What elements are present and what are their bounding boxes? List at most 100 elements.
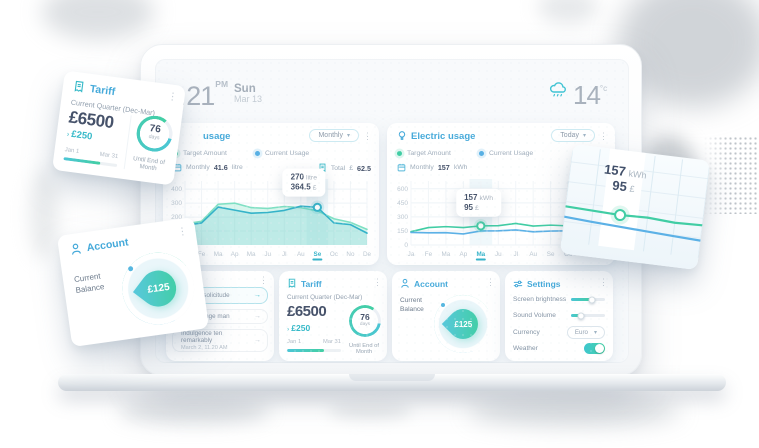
setting-label: Screen brightness [513,296,567,303]
floating-tariff-sub-amount: ›£250 [66,128,93,143]
decor-blob [30,168,58,260]
svg-text:Ma: Ma [214,251,223,258]
setting-row-volume: Sound Volume [513,312,605,319]
setting-label: Currency [513,329,540,336]
svg-text:Au: Au [297,251,305,258]
electric-usage-title: Electric usage [411,131,476,142]
settings-card-menu[interactable]: ⋮ [599,277,608,287]
setting-row-currency: Currency Euro ▾ [513,326,605,339]
floating-account-card: Account ⋮ Current Balance £125 [56,216,210,348]
floating-chart-zoom-card: 157kWh 95£ [559,144,711,270]
setting-label: Weather [513,345,538,352]
svg-text:Jl: Jl [513,251,518,258]
sliders-icon [513,279,523,289]
svg-text:Ap: Ap [460,251,468,258]
weather-toggle[interactable] [584,343,605,354]
list-item-text: Indulgence ten remarkably [181,330,223,344]
legend-target-amount[interactable]: Target Amount [173,150,227,157]
radio-target-icon [397,151,402,156]
clock-minutes: 21 [186,81,215,111]
floating-account-menu[interactable]: ⋮ [176,225,189,239]
water-card-menu[interactable]: ⋮ [363,131,372,141]
currency-select[interactable]: Euro ▾ [566,326,605,339]
setting-row-brightness: Screen brightness [513,296,605,303]
weather-widget: 14 °c [549,82,607,108]
electric-period-dropdown[interactable]: Today ▾ [551,129,595,142]
list-item-text: change man [195,313,230,320]
temperature-unit: °c [599,84,608,93]
volume-slider[interactable] [571,312,605,319]
base-reflection [328,404,412,420]
list-item-text: se solicitude [195,292,230,299]
receipt-icon [318,163,327,173]
clock: :21PM [179,79,228,112]
slider-knob[interactable] [577,312,585,319]
cloud-rain-icon [549,82,568,99]
floating-tariff-menu[interactable]: ⋮ [166,91,179,104]
date-block: Sun Mar 13 [234,83,263,104]
calendar-icon [397,163,406,172]
water-usage-title: usage [203,131,231,142]
list-item[interactable]: Indulgence ten remarkably March 2, 11.20… [172,329,268,352]
svg-text:No: No [346,251,355,258]
svg-text:Jl: Jl [282,251,287,258]
account-balance-value: £125 [454,319,472,329]
toggle-knob [595,344,604,353]
decor-blob [42,0,154,40]
list-item-date: March 2, 11.20 AM [181,345,228,351]
range-start: Jan 1 [287,339,302,345]
svg-text:Fe: Fe [425,251,433,258]
svg-text:Oc: Oc [330,251,338,258]
tariff-sub-amount: › £250 [287,323,311,333]
slider-knob[interactable] [588,296,596,303]
settings-card: Settings ⋮ Screen brightness Sound Volum… [505,271,613,361]
sub-amount-marker-icon: › [287,326,290,333]
tariff-card-menu[interactable]: ⋮ [373,277,382,287]
radio-current-icon [255,151,260,156]
legend-current-usage[interactable]: Current Usage [479,150,533,157]
tariff-quarter-label: Current Quarter (Dec-Mar) [287,294,363,301]
account-card: Account ⋮ Current Balance £125 [392,271,500,361]
person-icon [69,242,83,257]
account-card-menu[interactable]: ⋮ [486,277,495,287]
setting-label: Sound Volume [513,312,556,319]
legend-target-amount[interactable]: Target Amount [397,150,451,157]
floating-tariff-footer: Until End of Month [132,155,166,173]
tariff-card-title: Tariff [301,279,322,289]
water-monthly-stat: Monthly 41.6 litre [173,163,243,172]
bulb-icon [397,130,407,142]
svg-text:600: 600 [397,186,408,193]
tariff-progress-bar [287,349,341,352]
brightness-slider[interactable] [571,296,605,303]
svg-text:150: 150 [397,228,408,235]
svg-text:Ju: Ju [264,251,271,258]
temperature-value: 14 [573,80,601,110]
decor-blob [538,0,598,24]
zoomed-electric-chart: 157kWh 95£ [560,144,711,270]
sub-amount-marker-icon: › [66,129,70,139]
svg-text:Ja: Ja [408,251,415,258]
svg-text:400: 400 [171,186,182,193]
floating-tariff-title: Tariff [89,82,116,99]
tariff-days-ring [349,305,381,337]
electric-card-menu[interactable]: ⋮ [599,131,608,141]
laptop-base [58,374,726,391]
date-label: Mar 13 [234,94,263,104]
account-card-title: Account [414,279,448,289]
svg-text:Ma: Ma [247,251,256,258]
tariff-days-remaining: 76 days [359,312,371,327]
water-period-dropdown[interactable]: Monthly ▾ [309,129,359,142]
weekday-label: Sun [234,83,256,95]
chevron-down-icon: ▾ [582,133,586,139]
notifications-card-menu[interactable]: ⋮ [259,275,268,285]
svg-text:Se: Se [547,251,555,258]
setting-row-weather: Weather [513,343,605,354]
legend-current-usage[interactable]: Current Usage [255,150,309,157]
floating-account-title: Account [85,236,130,255]
radio-current-icon [479,151,484,156]
water-total-stat: Total £ 62.5 [318,163,371,173]
receipt-icon [287,278,297,289]
floating-tariff-card: Tariff ⋮ Current Quarter (Dec-Mar) £6500… [51,70,187,186]
dashboard-screen: :21PM Sun Mar 13 14 °c usage [155,59,629,363]
